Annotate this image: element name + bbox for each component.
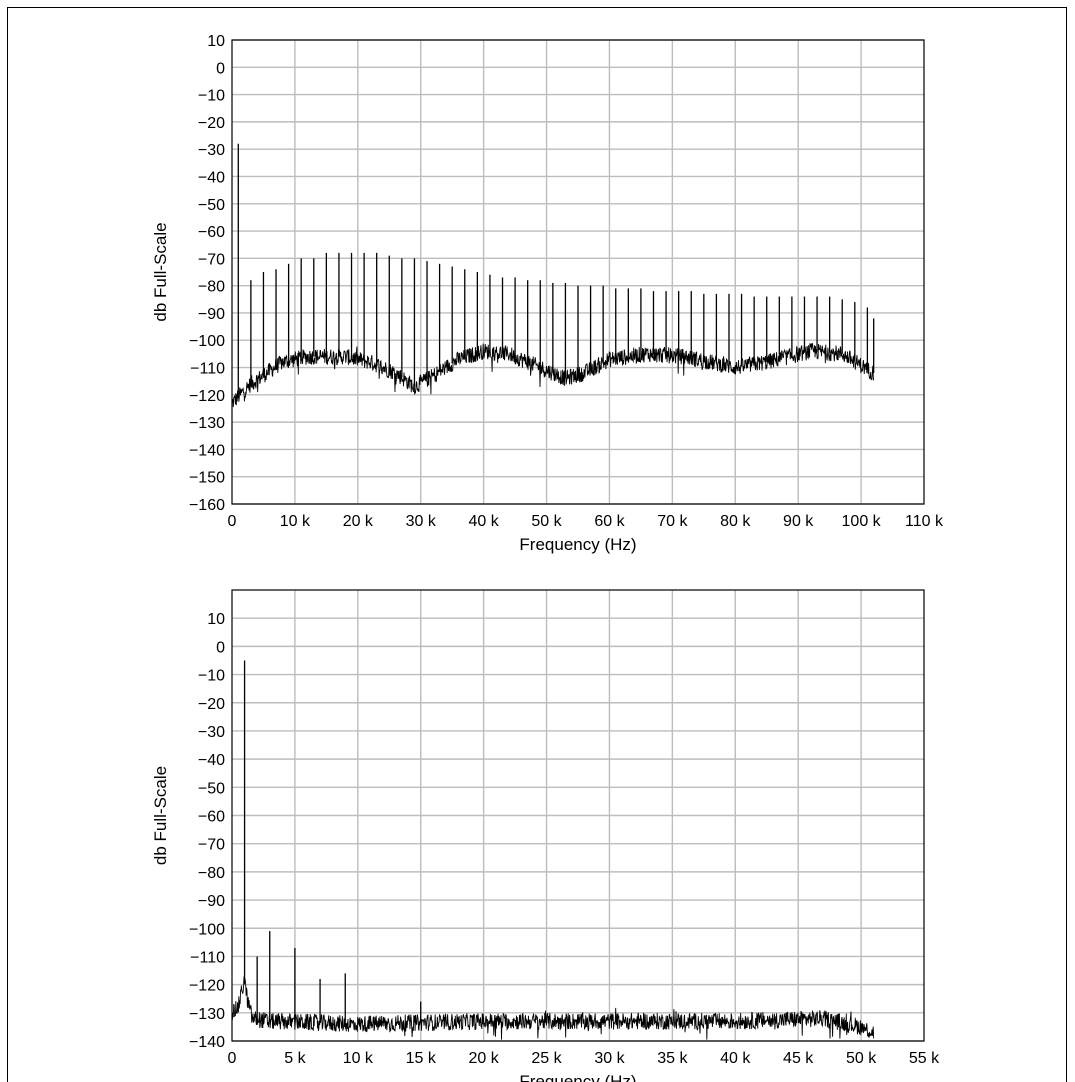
bottom-x-tick-label: 25 k <box>531 1050 562 1067</box>
top-x-tick-label: 90 k <box>783 513 814 530</box>
bottom-y-tick-label: −50 <box>198 780 225 797</box>
top-plot-area <box>232 40 924 504</box>
bottom-y-tick-label: −40 <box>198 752 225 769</box>
top-x-tick-label: 80 k <box>720 513 751 530</box>
bottom-y-tick-label: −70 <box>198 837 225 854</box>
top-y-tick-label: −70 <box>198 251 225 268</box>
top-y-tick-label: 10 <box>207 33 225 50</box>
bottom-y-tick-label: 0 <box>216 639 225 656</box>
top-x-axis-label: Frequency (Hz) <box>519 535 636 554</box>
figure-frame <box>7 7 1067 1082</box>
bottom-y-tick-label: −140 <box>189 1034 225 1051</box>
top-x-tick-label: 0 <box>228 513 237 530</box>
top-y-tick-label: −10 <box>198 88 225 105</box>
top-plot-frame <box>231 39 925 505</box>
bottom-x-tick-label: 30 k <box>594 1050 625 1067</box>
bottom-x-tick-label: 35 k <box>657 1050 688 1067</box>
bottom-x-tick-label: 0 <box>228 1050 237 1067</box>
top-y-tick-label: −140 <box>189 442 225 459</box>
top-y-tick-label: −160 <box>189 497 225 514</box>
top-y-tick-label: −30 <box>198 142 225 159</box>
top-y-tick-label: −20 <box>198 115 225 132</box>
top-x-tick-label: 60 k <box>594 513 625 530</box>
bottom-y-tick-label: 10 <box>207 611 225 628</box>
top-x-tick-label: 70 k <box>657 513 688 530</box>
top-y-tick-label: −40 <box>198 169 225 186</box>
bottom-x-tick-label: 20 k <box>469 1050 500 1067</box>
top-x-tick-label: 100 k <box>842 513 882 530</box>
top-y-tick-label: −50 <box>198 197 225 214</box>
top-x-tick-label: 10 k <box>280 513 311 530</box>
top-y-tick-label: −150 <box>189 470 225 487</box>
bottom-y-tick-label: −30 <box>198 724 225 741</box>
top-y-axis-label: db Full-Scale <box>151 222 170 321</box>
bottom-x-tick-label: 15 k <box>406 1050 437 1067</box>
top-y-tick-label: −120 <box>189 388 225 405</box>
bottom-y-tick-label: −10 <box>198 668 225 685</box>
bottom-y-tick-label: −110 <box>190 949 225 966</box>
bottom-y-tick-label: −120 <box>189 978 225 995</box>
bottom-y-axis-label: db Full-Scale <box>151 766 170 865</box>
bottom-x-tick-label: 45 k <box>783 1050 814 1067</box>
bottom-x-tick-label: 10 k <box>343 1050 374 1067</box>
bottom-y-tick-label: −90 <box>198 893 225 910</box>
bottom-x-tick-label: 55 k <box>909 1050 940 1067</box>
bottom-noise-trace <box>231 976 875 1040</box>
bottom-y-tick-label: −20 <box>198 696 225 713</box>
bottom-x-tick-label: 5 k <box>284 1050 306 1067</box>
top-y-tick-label: −90 <box>198 306 225 323</box>
top-x-tick-label: 110 k <box>905 513 944 530</box>
top-x-tick-label: 50 k <box>531 513 562 530</box>
top-y-tick-label: −100 <box>189 333 225 350</box>
top-x-tick-label: 30 k <box>406 513 437 530</box>
bottom-y-tick-label: −60 <box>198 809 225 826</box>
bottom-y-tick-label: −80 <box>198 865 225 882</box>
bottom-y-tick-label: −130 <box>189 1006 225 1023</box>
bottom-y-tick-label: −100 <box>189 921 225 938</box>
top-y-tick-label: −130 <box>189 415 225 432</box>
top-x-tick-label: 40 k <box>469 513 500 530</box>
top-y-tick-label: 0 <box>216 60 225 77</box>
bottom-plot-frame <box>231 589 925 1042</box>
bottom-x-tick-label: 40 k <box>720 1050 751 1067</box>
bottom-x-tick-label: 50 k <box>846 1050 877 1067</box>
bottom-x-axis-label: Frequency (Hz) <box>519 1072 636 1082</box>
top-y-tick-label: −110 <box>190 361 225 378</box>
top-y-tick-label: −80 <box>198 279 225 296</box>
top-y-tick-label: −60 <box>198 224 225 241</box>
top-x-tick-label: 20 k <box>343 513 374 530</box>
